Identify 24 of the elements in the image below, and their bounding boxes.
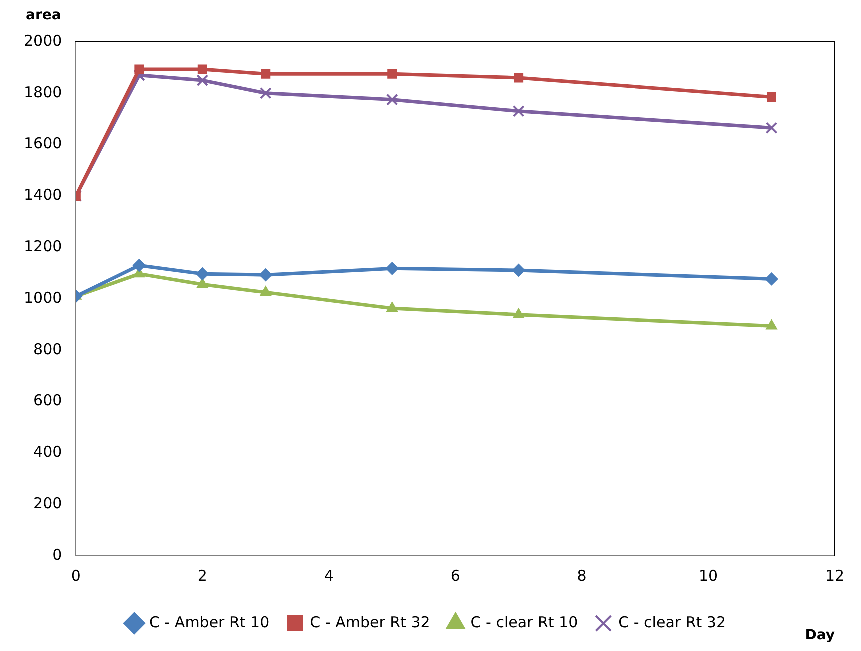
x-tick-label: 8 (577, 566, 587, 585)
legend-label: C - clear Rt 10 (470, 613, 578, 632)
x-tick-label: 12 (825, 566, 845, 585)
y-tick-label: 200 (34, 494, 62, 512)
y-tick-label: 400 (34, 443, 62, 462)
y-tick-label: 1800 (24, 83, 62, 102)
legend-label: C - Amber Rt 10 (150, 613, 270, 632)
x-tick-label: 10 (698, 566, 718, 585)
x-tick-label: 0 (71, 566, 81, 585)
legend-label: C - Amber Rt 32 (310, 613, 430, 632)
x-tick-label: 6 (450, 566, 460, 585)
y-tick-label: 1000 (24, 288, 62, 307)
y-axis-title: area (26, 8, 62, 24)
y-tick-label: 0 (52, 546, 62, 564)
y-tick-label: 600 (34, 392, 62, 410)
y-tick-label: 800 (34, 340, 62, 358)
y-tick-label: 1200 (24, 237, 62, 256)
x-axis-title: Day (805, 628, 835, 644)
y-tick-label: 1400 (24, 186, 62, 204)
y-tick-label: 1600 (24, 134, 62, 153)
legend-label: C - clear Rt 32 (618, 613, 726, 632)
x-tick-label: 2 (198, 566, 208, 585)
y-tick-label: 2000 (24, 32, 62, 50)
x-tick-label: 4 (324, 566, 334, 585)
